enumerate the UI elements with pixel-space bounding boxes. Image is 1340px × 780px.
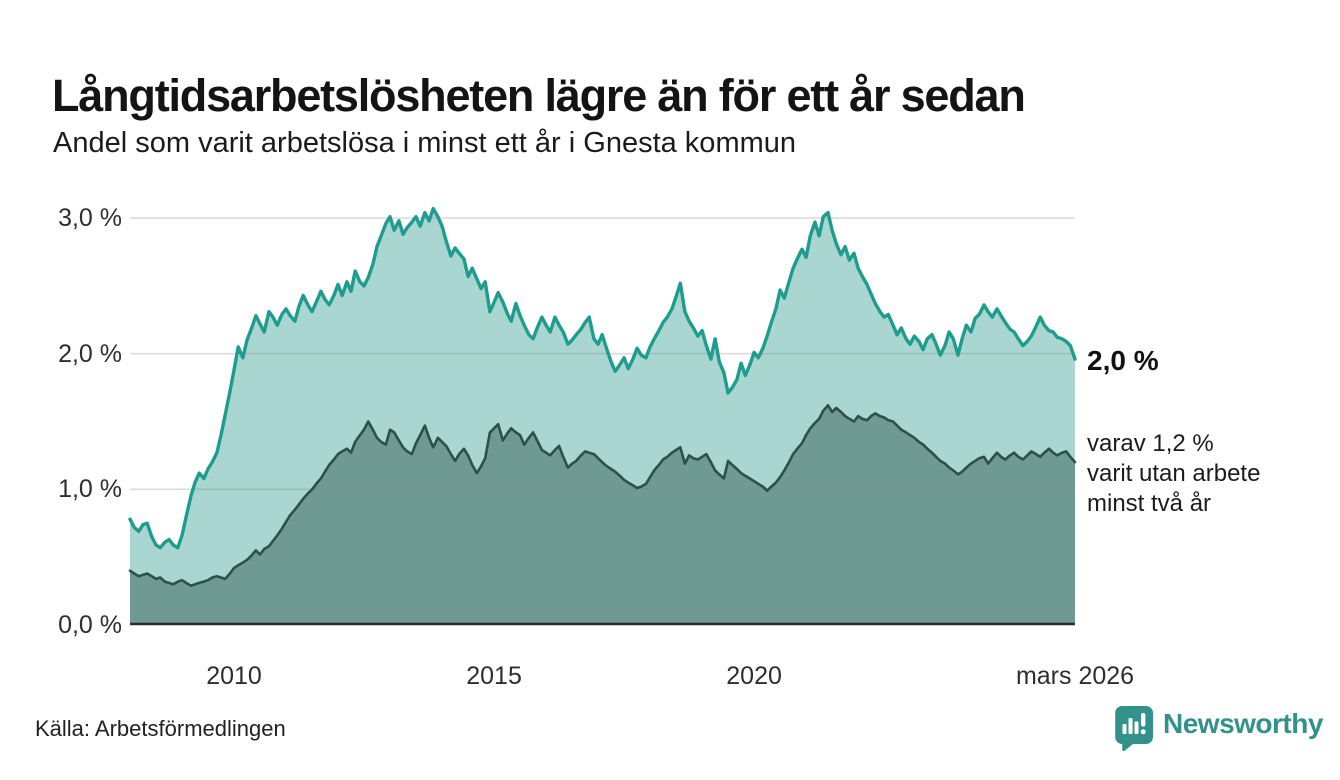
newsworthy-wordmark: Newsworthy bbox=[1163, 708, 1323, 739]
total-unemployed-line bbox=[128, 206, 1077, 550]
end-sub-label: varav 1,2 % varit utan arbete minst två år bbox=[1087, 429, 1327, 519]
y-tick-label: 1,0 % bbox=[58, 475, 122, 504]
y-tick-label: 2,0 % bbox=[58, 339, 122, 368]
chart-subtitle: Andel som varit arbetslösa i minst ett å… bbox=[53, 127, 797, 159]
end-value-label: 2,0 % bbox=[1087, 345, 1159, 376]
end-sub-label-line: varit utan arbete bbox=[1087, 460, 1261, 487]
end-sub-label-line: minst två år bbox=[1087, 490, 1212, 517]
y-tick-label: 0,0 % bbox=[58, 611, 122, 639]
page-title: Långtidsarbetslösheten lägre än för ett … bbox=[52, 70, 1026, 122]
end-sub-label-line: varav 1,2 % bbox=[1087, 430, 1214, 457]
gridlines bbox=[130, 217, 1075, 491]
area-chart-plot bbox=[128, 206, 1077, 626]
x-tick-label: 2010 bbox=[206, 662, 262, 690]
x-tick-label: mars 2026 bbox=[1015, 662, 1135, 690]
newsworthy-logo-icon bbox=[1115, 705, 1153, 751]
two-year-unemployed-line bbox=[128, 404, 1077, 587]
y-tick-label: 3,0 % bbox=[58, 204, 122, 233]
newsworthy-logo: Newsworthy bbox=[1114, 704, 1323, 752]
source-text: Källa: Arbetsförmedlingen bbox=[35, 716, 286, 741]
two-year-unemployed-area bbox=[130, 405, 1075, 625]
x-tick-label: 2015 bbox=[466, 662, 522, 690]
x-tick-label: 2020 bbox=[726, 662, 782, 690]
